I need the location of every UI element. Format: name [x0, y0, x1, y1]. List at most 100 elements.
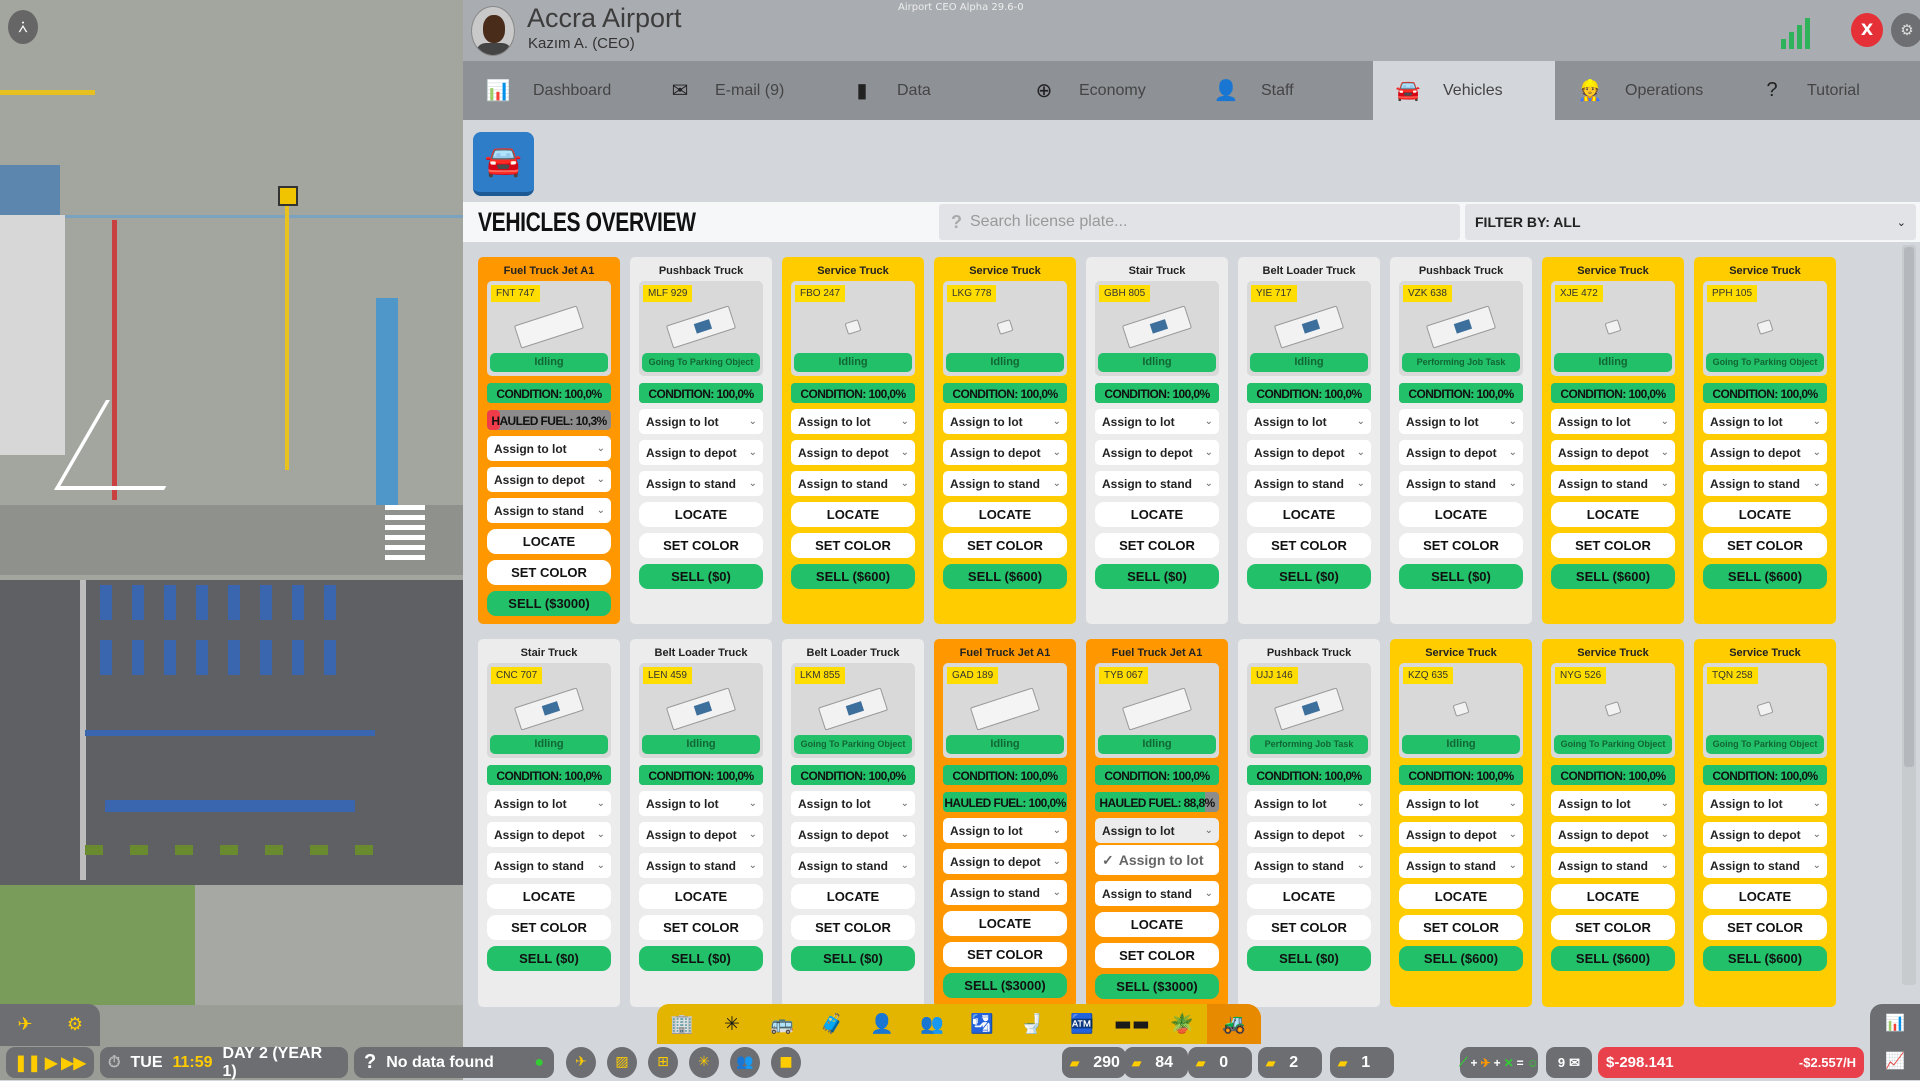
flight-planner-icon[interactable]: ✈ — [17, 1014, 33, 1035]
rating-formula[interactable]: ⟋ + ✈ + ✕ = ☺ — [1459, 1047, 1539, 1078]
set-color-button[interactable]: SET COLOR — [487, 915, 611, 940]
bulldozer-icon[interactable]: 🚜 — [1207, 1004, 1261, 1044]
stat-arrival[interactable]: ▰ 0 — [1188, 1047, 1252, 1078]
vehicle-image-box[interactable]: TYB 067 Idling — [1095, 663, 1219, 758]
assign-to-lot-dropdown[interactable]: Assign to lot ⌄ — [1703, 409, 1827, 434]
assign-to-depot-dropdown[interactable]: Assign to depot ⌄ — [487, 822, 611, 847]
assign-to-lot-dropdown[interactable]: Assign to lot ⌄ — [1247, 409, 1371, 434]
set-color-button[interactable]: SET COLOR — [1399, 915, 1523, 940]
gears-icon[interactable]: ⚙ — [66, 1014, 84, 1035]
stat-runway[interactable]: ▰ 290 — [1062, 1047, 1126, 1078]
vehicle-image-box[interactable]: GAD 189 Idling — [943, 663, 1067, 758]
vehicle-image-box[interactable]: YIE 717 Idling — [1247, 281, 1371, 376]
set-color-button[interactable]: SET COLOR — [791, 915, 915, 940]
vehicle-image-box[interactable]: CNC 707 Idling — [487, 663, 611, 758]
set-color-button[interactable]: SET COLOR — [1247, 533, 1371, 558]
balance-panel[interactable]: $-298.141 -$2.557/H — [1598, 1047, 1864, 1078]
locate-button[interactable]: LOCATE — [1095, 502, 1219, 527]
assign-to-depot-dropdown[interactable]: Assign to depot ⌄ — [791, 440, 915, 465]
sell-button[interactable]: SELL ($3000) — [943, 973, 1067, 998]
set-color-button[interactable]: SET COLOR — [487, 560, 611, 585]
assign-to-stand-dropdown[interactable]: Assign to stand ⌄ — [1247, 853, 1371, 878]
tab-vehicles[interactable]: 🚘 Vehicles — [1373, 61, 1555, 120]
sell-button[interactable]: SELL ($0) — [791, 946, 915, 971]
assign-to-lot-dropdown[interactable]: Assign to lot ⌄ — [639, 791, 763, 816]
flight-icon[interactable]: ✈ — [566, 1047, 596, 1078]
locate-button[interactable]: LOCATE — [1703, 884, 1827, 909]
suitcase-icon[interactable]: ■ — [771, 1047, 801, 1078]
sell-button[interactable]: SELL ($600) — [1703, 946, 1827, 971]
assign-to-depot-dropdown[interactable]: Assign to depot ⌄ — [1551, 440, 1675, 465]
shop-icon[interactable]: 🏧 — [1070, 1013, 1094, 1035]
tab-dashboard[interactable]: 📊 Dashboard — [463, 61, 645, 120]
vehicle-image-box[interactable]: UJJ 146 Performing Job Task — [1247, 663, 1371, 758]
set-color-button[interactable]: SET COLOR — [1399, 533, 1523, 558]
sell-button[interactable]: SELL ($600) — [1551, 946, 1675, 971]
set-color-button[interactable]: SET COLOR — [1703, 533, 1827, 558]
grid-icon[interactable]: ⊞ — [648, 1047, 678, 1078]
passengers-icon[interactable]: 👥 — [730, 1047, 760, 1078]
sell-button[interactable]: SELL ($600) — [1551, 564, 1675, 589]
vehicle-image-box[interactable]: GBH 805 Idling — [1095, 281, 1219, 376]
locate-button[interactable]: LOCATE — [1551, 884, 1675, 909]
locate-button[interactable]: LOCATE — [943, 911, 1067, 936]
set-color-button[interactable]: SET COLOR — [943, 942, 1067, 967]
locate-button[interactable]: LOCATE — [791, 502, 915, 527]
vehicle-image-box[interactable]: LEN 459 Idling — [639, 663, 763, 758]
stat-departure[interactable]: ▰ 1 — [1330, 1047, 1394, 1078]
set-color-button[interactable]: SET COLOR — [943, 533, 1067, 558]
assign-to-stand-dropdown[interactable]: Assign to stand ⌄ — [1703, 853, 1827, 878]
vehicle-image-box[interactable]: NYG 526 Going To Parking Object — [1551, 663, 1675, 758]
assign-to-stand-dropdown[interactable]: Assign to stand ⌄ — [943, 471, 1067, 496]
assign-to-stand-dropdown[interactable]: Assign to stand ⌄ — [1247, 471, 1371, 496]
vehicle-image-box[interactable]: FBO 247 Idling — [791, 281, 915, 376]
seats-icon[interactable]: ▬▬ — [1114, 1013, 1150, 1035]
assign-to-stand-dropdown[interactable]: Assign to stand ⌄ — [1399, 471, 1523, 496]
scrollbar-thumb[interactable] — [1904, 247, 1914, 767]
tab-data[interactable]: ▮ Data — [827, 61, 1009, 120]
assign-to-lot-dropdown[interactable]: Assign to lot ⌄ — [943, 818, 1067, 843]
pause-icon[interactable]: ❚❚ — [14, 1054, 41, 1072]
sell-button[interactable]: SELL ($3000) — [487, 591, 611, 616]
assign-to-lot-dropdown[interactable]: Assign to lot ⌄ — [639, 409, 763, 434]
locate-button[interactable]: LOCATE — [1399, 884, 1523, 909]
sell-button[interactable]: SELL ($0) — [639, 946, 763, 971]
locate-button[interactable]: LOCATE — [943, 502, 1067, 527]
toilet-icon[interactable]: 🚽 — [1020, 1013, 1044, 1035]
sell-button[interactable]: SELL ($0) — [1247, 946, 1371, 971]
vehicle-image-box[interactable]: VZK 638 Performing Job Task — [1399, 281, 1523, 376]
vehicle-image-box[interactable]: XJE 472 Idling — [1551, 281, 1675, 376]
assign-to-stand-dropdown[interactable]: Assign to stand ⌄ — [791, 471, 915, 496]
assign-to-depot-dropdown[interactable]: Assign to depot ⌄ — [1551, 822, 1675, 847]
assign-to-depot-dropdown[interactable]: Assign to depot ⌄ — [1703, 440, 1827, 465]
assign-to-lot-dropdown[interactable]: Assign to lot ⌄ — [791, 409, 915, 434]
assign-to-lot-dropdown[interactable]: Assign to lot ⌄ — [487, 791, 611, 816]
vehicle-image-box[interactable]: PPH 105 Going To Parking Object — [1703, 281, 1827, 376]
bus-icon[interactable]: 🚌 — [770, 1013, 794, 1035]
assign-to-depot-dropdown[interactable]: Assign to depot ⌄ — [1095, 440, 1219, 465]
assign-to-depot-dropdown[interactable]: Assign to depot ⌄ — [487, 467, 611, 492]
assign-to-stand-dropdown[interactable]: Assign to stand ⌄ — [639, 471, 763, 496]
assign-to-depot-dropdown[interactable]: Assign to depot ⌄ — [639, 822, 763, 847]
vehicle-image-box[interactable]: KZQ 635 Idling — [1399, 663, 1523, 758]
sell-button[interactable]: SELL ($0) — [487, 946, 611, 971]
assign-to-depot-dropdown[interactable]: Assign to depot ⌄ — [639, 440, 763, 465]
assign-to-stand-dropdown[interactable]: Assign to stand ⌄ — [1095, 471, 1219, 496]
tab-tutorial[interactable]: ? Tutorial — [1737, 61, 1919, 120]
assign-to-stand-dropdown[interactable]: Assign to stand ⌄ — [943, 880, 1067, 905]
sell-button[interactable]: SELL ($0) — [1095, 564, 1219, 589]
sell-button[interactable]: SELL ($3000) — [1095, 974, 1219, 999]
tab-operations[interactable]: 👷 Operations — [1555, 61, 1737, 120]
assign-to-lot-dropdown[interactable]: Assign to lot ⌄ — [1095, 818, 1219, 843]
locate-button[interactable]: LOCATE — [1095, 912, 1219, 937]
assign-to-lot-dropdown[interactable]: Assign to lot ⌄ — [487, 436, 611, 461]
tab-e-mail[interactable]: ✉ E-mail (9) — [645, 61, 827, 120]
sell-button[interactable]: SELL ($600) — [943, 564, 1067, 589]
assign-to-lot-dropdown[interactable]: Assign to lot ⌄ — [1247, 791, 1371, 816]
locate-button[interactable]: LOCATE — [639, 502, 763, 527]
control-tower-icon[interactable]: 🏢 — [670, 1013, 694, 1035]
stat-luggage[interactable]: ▰ 84 — [1124, 1047, 1188, 1078]
locate-button[interactable]: LOCATE — [791, 884, 915, 909]
locate-button[interactable]: LOCATE — [1551, 502, 1675, 527]
tab-staff[interactable]: 👤 Staff — [1191, 61, 1373, 120]
